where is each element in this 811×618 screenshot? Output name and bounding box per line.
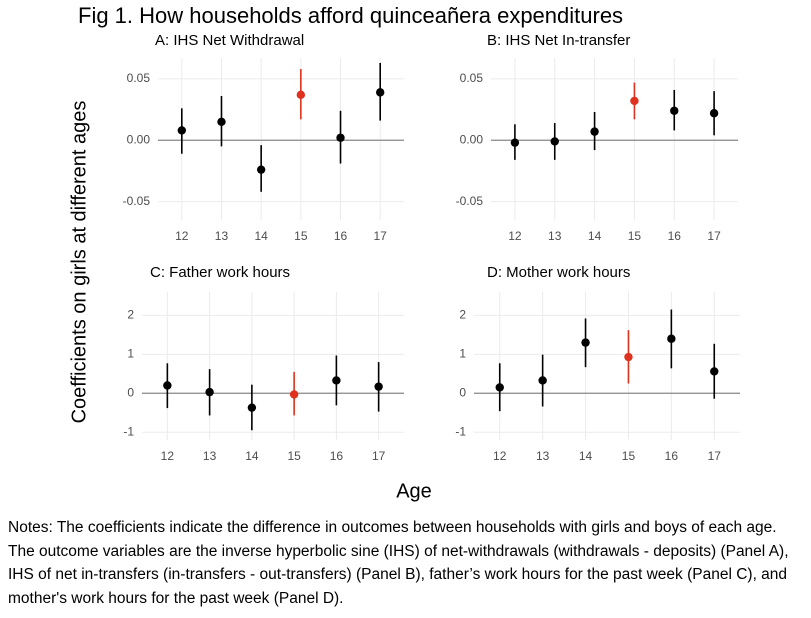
point (205, 387, 214, 397)
x-tick-label: 12 (161, 449, 175, 463)
x-tick-label: 15 (628, 229, 642, 243)
point (670, 106, 679, 115)
y-tick-label: -0.05 (456, 194, 484, 208)
y-tick-label: 1 (459, 346, 466, 360)
point (667, 334, 676, 343)
point (550, 137, 559, 146)
x-tick-label: 15 (294, 229, 308, 243)
y-tick-label: 0.05 (127, 71, 151, 85)
y-tick-label: 2 (127, 308, 134, 322)
point (375, 88, 385, 97)
point (296, 90, 306, 100)
x-tick-label: 13 (215, 229, 229, 243)
chart: Fig 1. How households afford quinceañera… (68, 3, 740, 502)
y-tick-label: 0 (127, 385, 134, 399)
x-tick-label: 13 (203, 449, 217, 463)
x-tick-label: 12 (508, 229, 522, 243)
point (247, 403, 257, 412)
x-tick-label: 14 (579, 449, 593, 463)
y-tick-label: -1 (123, 424, 134, 438)
point (710, 367, 719, 376)
x-tick-label: 16 (668, 229, 682, 243)
y-tick-label: 0 (459, 385, 466, 399)
panel-title: A: IHS Net Withdrawal (155, 32, 304, 49)
y-tick-label: 0.00 (127, 132, 151, 146)
point (590, 127, 599, 136)
point (177, 126, 187, 135)
figure-title: Fig 1. How households afford quinceañera… (78, 3, 623, 28)
x-tick-label: 12 (175, 229, 189, 243)
point (495, 383, 504, 392)
point (630, 96, 639, 106)
point (336, 133, 345, 142)
point (374, 382, 383, 391)
x-tick-label: 16 (330, 449, 344, 463)
x-tick-label: 17 (708, 449, 722, 463)
point (709, 109, 719, 118)
notes: Notes: The coefficients indicate the dif… (8, 519, 789, 607)
x-tick-label: 13 (536, 449, 550, 463)
y-tick-label: -1 (455, 424, 466, 438)
y-tick-label: -0.05 (123, 194, 151, 208)
x-tick-label: 14 (245, 449, 259, 463)
x-tick-label: 13 (548, 229, 562, 243)
y-tick-label: 2 (459, 308, 466, 322)
point (624, 352, 633, 362)
x-tick-label: 15 (287, 449, 301, 463)
y-axis-label: Coefficients on girls at different ages (68, 101, 90, 424)
panel-title: B: IHS Net In-transfer (487, 32, 630, 49)
x-tick-label: 15 (622, 449, 636, 463)
x-axis-label: Age (396, 480, 432, 502)
panel-title: D: Mother work hours (487, 264, 630, 281)
y-tick-label: 1 (127, 346, 134, 360)
point (289, 390, 299, 399)
point (538, 376, 547, 385)
x-tick-label: 16 (665, 449, 679, 463)
point (163, 381, 172, 390)
panel-title: C: Father work hours (150, 264, 290, 281)
y-tick-label: 0.05 (460, 71, 484, 85)
x-tick-label: 17 (374, 229, 388, 243)
point (217, 117, 226, 127)
x-tick-label: 12 (493, 449, 507, 463)
point (581, 338, 590, 347)
point (256, 165, 266, 174)
point (332, 376, 341, 385)
point (510, 138, 520, 147)
x-tick-label: 16 (334, 229, 348, 243)
x-tick-label: 17 (707, 229, 721, 243)
y-tick-label: 0.00 (460, 132, 484, 146)
x-tick-label: 14 (254, 229, 268, 243)
x-tick-label: 17 (372, 449, 386, 463)
x-tick-label: 14 (588, 229, 602, 243)
